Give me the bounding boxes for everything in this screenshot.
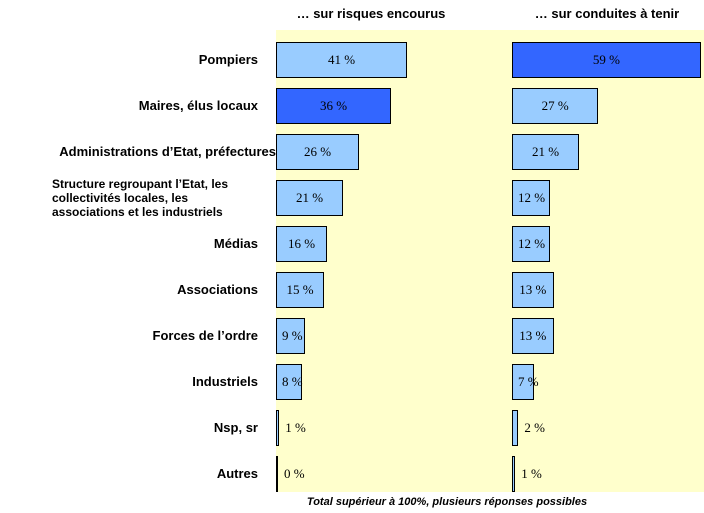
value-label: 27 % [541,98,569,113]
value-label: 36 % [320,98,348,113]
bar [276,272,324,308]
value-label: 0 % [284,466,305,481]
panel-header: … sur conduites à tenir [534,6,680,21]
category-label: Structure regroupant l’Etat, les collect… [52,177,229,219]
panel-header: … sur risques encourus [296,6,446,21]
bar [512,226,551,262]
value-label: 21 % [532,144,560,159]
value-label: 9 % [282,328,303,343]
value-label: 59 % [592,52,620,67]
bar [276,42,408,78]
value-label: 12 % [518,236,546,251]
bar [276,226,328,262]
category-label: Associations [177,282,258,297]
value-label: 7 % [518,374,539,389]
bar [512,134,580,170]
value-label: 13 % [519,282,547,297]
bar [512,318,554,354]
value-label: 8 % [282,374,303,389]
value-label: 2 % [524,420,545,435]
value-label: 1 % [285,420,306,435]
category-label: Autres [216,466,258,481]
category-label: Administrations d’Etat, préfectures [59,144,276,159]
value-label: 16 % [288,236,316,251]
category-label: Maires, élus locaux [138,98,258,113]
value-label: 1 % [521,466,542,481]
bar [276,318,305,354]
bar [512,456,516,492]
bar [512,42,701,78]
bar [276,456,278,492]
footnote: Total supérieur à 100%, plusieurs répons… [306,496,588,508]
bar [512,180,551,216]
bar [276,88,392,124]
value-label: 41 % [328,52,356,67]
category-label: Industriels [192,374,258,389]
bar [512,364,535,400]
bar [276,364,302,400]
category-label: Médias [213,236,258,251]
category-label: Forces de l’ordre [152,328,258,343]
value-label: 21 % [296,190,324,205]
bar [276,180,344,216]
category-label: Nsp, sr [213,420,258,435]
bar [512,272,554,308]
bar [512,88,599,124]
value-label: 15 % [286,282,314,297]
value-label: 13 % [519,328,547,343]
value-label: 12 % [518,190,546,205]
bar [512,410,519,446]
value-label: 26 % [304,144,332,159]
category-label: Pompiers [198,52,258,67]
bar [276,410,280,446]
bar [276,134,360,170]
